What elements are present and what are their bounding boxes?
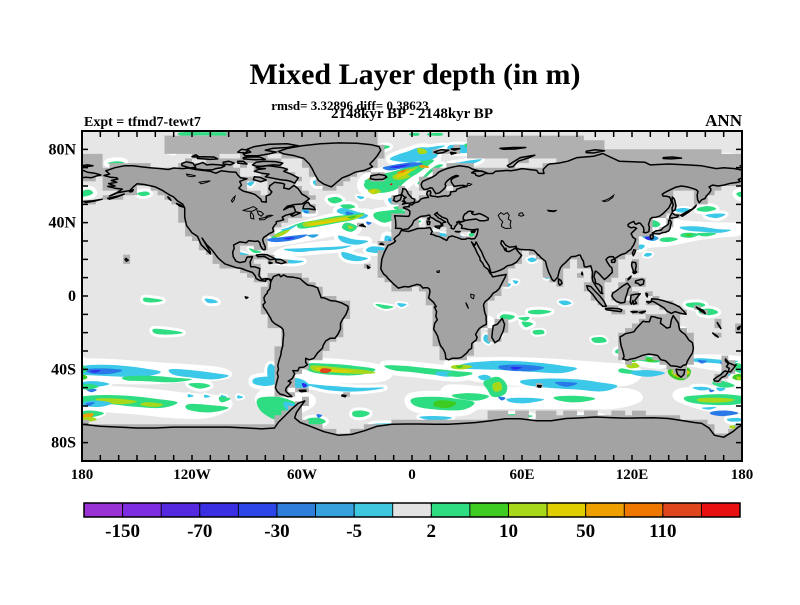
svg-text:120W: 120W	[173, 467, 211, 483]
svg-text:50: 50	[576, 521, 595, 542]
svg-text:40S: 40S	[51, 361, 76, 378]
svg-text:-5: -5	[346, 521, 362, 542]
svg-text:Mixed Layer depth (in m): Mixed Layer depth (in m)	[249, 58, 580, 91]
svg-text:60W: 60W	[287, 467, 317, 483]
svg-text:2: 2	[427, 521, 437, 542]
svg-text:10: 10	[499, 521, 518, 542]
svg-text:-150: -150	[105, 521, 140, 542]
svg-text:2148kyr BP - 2148kyr BP: 2148kyr BP - 2148kyr BP	[331, 106, 493, 122]
svg-text:80S: 80S	[51, 435, 76, 452]
svg-text:rmsd= 3.32896 diff= 0.38623: rmsd= 3.32896 diff= 0.38623	[271, 98, 429, 113]
svg-text:180: 180	[731, 467, 754, 483]
svg-text:110: 110	[649, 521, 676, 542]
svg-text:180: 180	[71, 467, 94, 483]
svg-text:0: 0	[408, 467, 416, 483]
svg-text:0: 0	[68, 288, 76, 305]
svg-text:80N: 80N	[48, 141, 76, 158]
svg-text:60E: 60E	[509, 467, 534, 483]
svg-text:40N: 40N	[48, 215, 76, 232]
svg-text:ANN: ANN	[705, 111, 743, 130]
svg-text:120E: 120E	[616, 467, 649, 483]
svg-text:-30: -30	[264, 521, 289, 542]
svg-text:Expt = tfmd7-tewt7: Expt = tfmd7-tewt7	[84, 115, 201, 130]
svg-text:-70: -70	[187, 521, 212, 542]
